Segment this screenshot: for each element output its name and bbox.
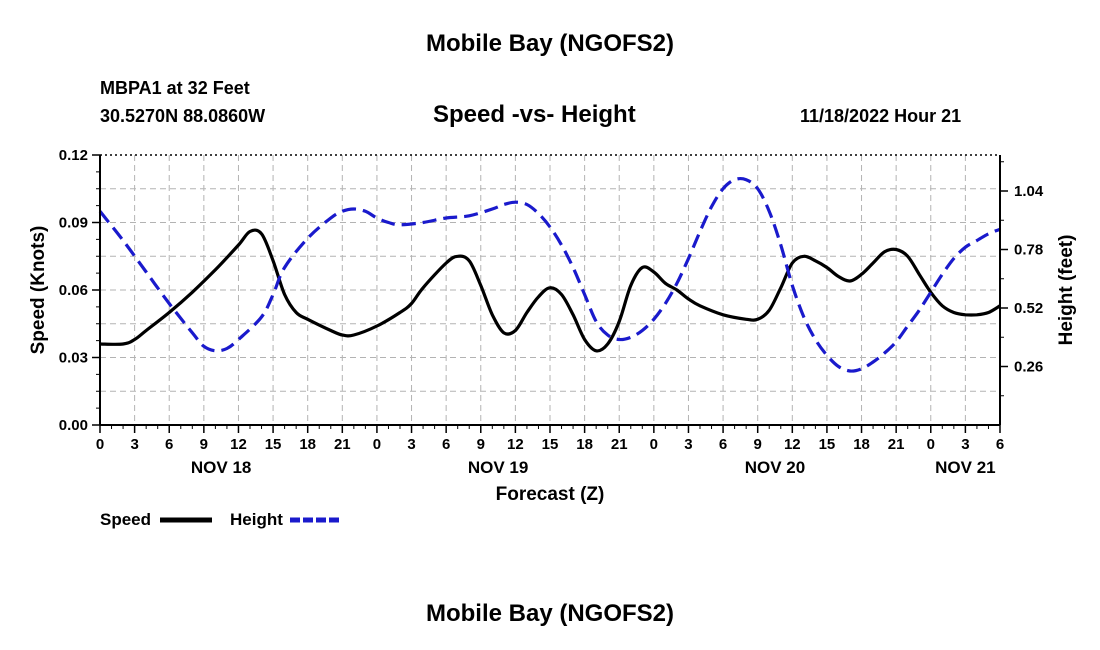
footer-title: Mobile Bay (NGOFS2)	[425, 600, 675, 627]
x-tick-label: 3	[407, 436, 415, 453]
left-tick-label: 0.06	[59, 282, 88, 299]
x-tick-label: 0	[650, 436, 658, 453]
right-tick-label: 0.78	[1014, 242, 1043, 259]
day-label: NOV 19	[468, 458, 528, 477]
x-tick-label: 6	[996, 436, 1004, 453]
chart-subtitle: Speed -vs- Height	[433, 101, 636, 128]
day-label: NOV 18	[191, 458, 251, 477]
forecast-timestamp: 11/18/2022 Hour 21	[800, 106, 962, 126]
left-tick-label: 0.03	[59, 350, 88, 367]
chart-series	[98, 176, 1001, 373]
right-tick-label: 0.52	[1014, 300, 1043, 317]
x-tick-label: 15	[265, 436, 282, 453]
x-tick-label: 18	[299, 436, 316, 453]
right-tick-label: 1.04	[1014, 183, 1044, 200]
x-tick-label: 18	[576, 436, 593, 453]
station-coordinates: 30.5270N 88.0860W	[100, 106, 266, 126]
x-tick-label: 0	[373, 436, 381, 453]
x-tick-label: 0	[96, 436, 104, 453]
day-label: NOV 20	[745, 458, 805, 477]
page-title: Mobile Bay (NGOFS2)	[425, 30, 675, 57]
x-tick-label: 3	[130, 436, 138, 453]
right-tick-label: 0.26	[1014, 359, 1043, 376]
right-axis-title: Height (feet)	[1056, 235, 1077, 346]
x-tick-label: 18	[853, 436, 870, 453]
height-series-line	[98, 176, 1001, 373]
x-tick-label: 21	[334, 436, 351, 453]
x-tick-label: 6	[719, 436, 727, 453]
legend-label-height: Height	[230, 510, 283, 529]
station-label: MBPA1 at 32 Feet	[100, 78, 250, 98]
chart-ticks: 0 3 6 9 12 15 18 21 0 3 6 9 12 15 18 21 0 3 6 9 12 15 18 21 0 3 6 0…	[59, 147, 1044, 453]
x-tick-label: 12	[784, 436, 801, 453]
x-tick-label: 0	[927, 436, 935, 453]
day-label: NOV 21	[935, 458, 995, 477]
x-tick-label: 6	[442, 436, 450, 453]
x-axis-title: Forecast (Z)	[496, 484, 605, 505]
x-tick-label: 12	[230, 436, 247, 453]
speed-series-line	[99, 228, 1001, 353]
x-tick-label: 3	[961, 436, 969, 453]
x-tick-label: 9	[200, 436, 208, 453]
left-axis-title: Speed (Knots)	[28, 226, 49, 355]
x-tick-label: 12	[507, 436, 524, 453]
x-tick-label: 21	[611, 436, 628, 453]
chart-grid	[100, 155, 1000, 425]
left-tick-label: 0.12	[59, 147, 88, 164]
x-tick-label: 9	[754, 436, 762, 453]
legend-label-speed: Speed	[100, 510, 151, 529]
chart-labels: NOV 18 NOV 19 NOV 20 NOV 21 Forecast (Z) Spee…	[28, 226, 1077, 505]
x-tick-label: 15	[819, 436, 836, 453]
x-tick-label: 9	[477, 436, 485, 453]
left-tick-label: 0.00	[59, 417, 88, 434]
x-tick-label: 21	[888, 436, 905, 453]
x-tick-label: 3	[684, 436, 692, 453]
chart-legend: Speed Height	[100, 510, 342, 529]
x-tick-label: 6	[165, 436, 173, 453]
left-tick-label: 0.09	[59, 215, 88, 232]
x-tick-label: 15	[542, 436, 559, 453]
